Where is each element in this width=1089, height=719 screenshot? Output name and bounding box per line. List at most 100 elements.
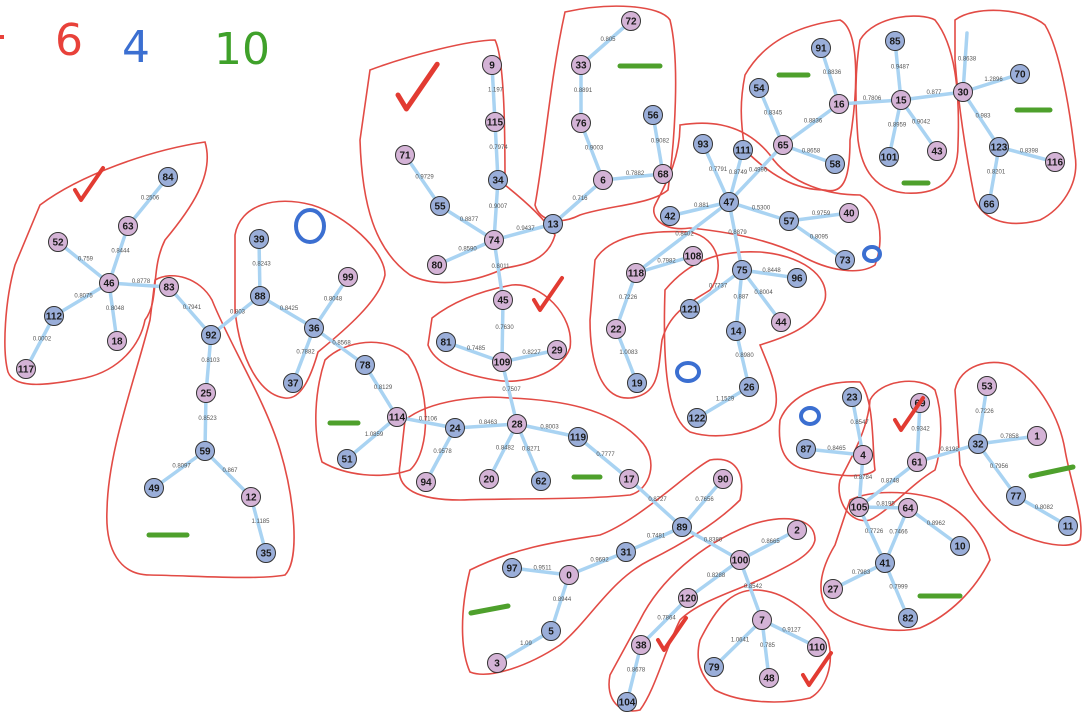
node-39: 39 — [249, 229, 269, 249]
node-circle — [48, 232, 68, 252]
node-label: 32 — [972, 440, 984, 451]
node-label: 99 — [342, 273, 354, 284]
node-label: 110 — [809, 643, 826, 654]
node-circle — [739, 377, 759, 397]
edge-57-73 — [787, 219, 847, 262]
node-circle — [660, 206, 680, 226]
node-97: 97 — [502, 558, 522, 578]
edge-105-41 — [857, 505, 887, 565]
check-mark — [532, 276, 564, 312]
edge-weight: 0.7982 — [657, 259, 676, 265]
node-29: 29 — [547, 340, 567, 360]
node-circle — [256, 543, 276, 563]
edge-weight: 0.7864 — [657, 616, 676, 622]
node-circle — [430, 196, 450, 216]
cluster-outline-21 — [697, 589, 832, 703]
edge-32-77 — [976, 442, 1018, 498]
node-label: 28 — [511, 420, 523, 431]
edge-weight: 0.7656 — [695, 497, 714, 503]
node-label: 4 — [860, 451, 866, 462]
edge-77-11 — [1014, 494, 1070, 528]
node-61: 61 — [907, 452, 927, 472]
edge-28-62 — [515, 422, 543, 483]
node-19: 19 — [627, 373, 647, 393]
node-label: 27 — [827, 585, 839, 596]
node-100: 100 — [730, 550, 750, 570]
node-52: 52 — [48, 232, 68, 252]
node-12: 12 — [241, 487, 261, 507]
node-122: 122 — [687, 408, 707, 428]
node-circle — [678, 588, 698, 608]
node-circle — [571, 113, 591, 133]
edge-weight: 0.8380 — [704, 538, 723, 544]
edge-weight: 0.7941 — [183, 305, 202, 311]
node-88: 88 — [250, 286, 270, 306]
edge-weight: 0.8288 — [707, 573, 726, 579]
node-circle — [617, 692, 637, 712]
node-label: 117 — [18, 365, 35, 376]
node-circle — [547, 340, 567, 360]
node-circle — [823, 579, 843, 599]
node-circle — [626, 263, 646, 283]
node-label: 61 — [911, 458, 923, 469]
node-circle — [779, 211, 799, 231]
edge-weight: 0.8463 — [479, 420, 498, 426]
cluster-outline-15 — [778, 381, 876, 477]
node-93: 93 — [693, 134, 713, 154]
edge-weight: 0.4996 — [749, 168, 768, 174]
edge-64-10 — [906, 506, 962, 548]
node-112: 112 — [44, 306, 64, 326]
edge-78-114 — [363, 363, 399, 419]
edge-24-94 — [424, 426, 457, 484]
node-3: 3 — [487, 653, 507, 673]
edge-weight: 0.9042 — [912, 120, 931, 126]
node-25: 25 — [196, 383, 216, 403]
cluster-outline-5 — [359, 39, 556, 284]
edge-54-65 — [757, 86, 785, 147]
node-label: 12 — [245, 493, 257, 504]
cluster-outline-1 — [4, 141, 208, 386]
node-circle — [771, 312, 791, 332]
node-label: 2 — [794, 526, 800, 537]
node-label: 51 — [341, 455, 353, 466]
node-circle — [99, 273, 119, 293]
edge-weight: 0.983 — [975, 114, 991, 120]
edge-weight: 0.877 — [926, 90, 942, 96]
edge-weight: 0.8959 — [888, 123, 907, 129]
edge-weight: 0.9003 — [585, 146, 604, 152]
node-circle — [387, 407, 407, 427]
edge-weight: 0.8542 — [744, 584, 763, 590]
node-46: 46 — [99, 273, 119, 293]
edge-7-79 — [712, 618, 764, 669]
edge-weight: 0.785 — [760, 643, 776, 649]
circle-mark — [862, 245, 882, 263]
node-circle — [568, 427, 588, 447]
node-9: 9 — [482, 55, 502, 75]
annotation-marks — [73, 61, 1076, 687]
node-28: 28 — [507, 414, 527, 434]
node-label: 55 — [434, 202, 446, 213]
edge-weight: 0.8748 — [881, 479, 900, 485]
node-circle — [927, 141, 947, 161]
node-label: 52 — [52, 238, 64, 249]
edge-weight: 0.8048 — [324, 297, 343, 303]
legend: 6 4 10 — [0, 15, 270, 75]
node-label: 53 — [981, 382, 993, 393]
node-label: 14 — [730, 327, 742, 338]
edge-weight: 0.8547 — [850, 420, 869, 426]
node-label: 5 — [548, 627, 554, 638]
node-81: 81 — [436, 332, 456, 352]
node-13: 13 — [543, 214, 563, 234]
node-circle — [541, 621, 561, 641]
node-circle — [159, 277, 179, 297]
edge-weight: 0.8980 — [735, 353, 754, 359]
node-circle — [107, 331, 127, 351]
node-54: 54 — [749, 78, 769, 98]
edge-7-110 — [760, 618, 819, 649]
node-circle — [304, 318, 324, 338]
node-42: 42 — [660, 206, 680, 226]
node-circle — [953, 82, 973, 102]
edge-weight: 1.1185 — [252, 519, 271, 525]
node-label: 54 — [753, 84, 765, 95]
node-label: 20 — [483, 475, 495, 486]
